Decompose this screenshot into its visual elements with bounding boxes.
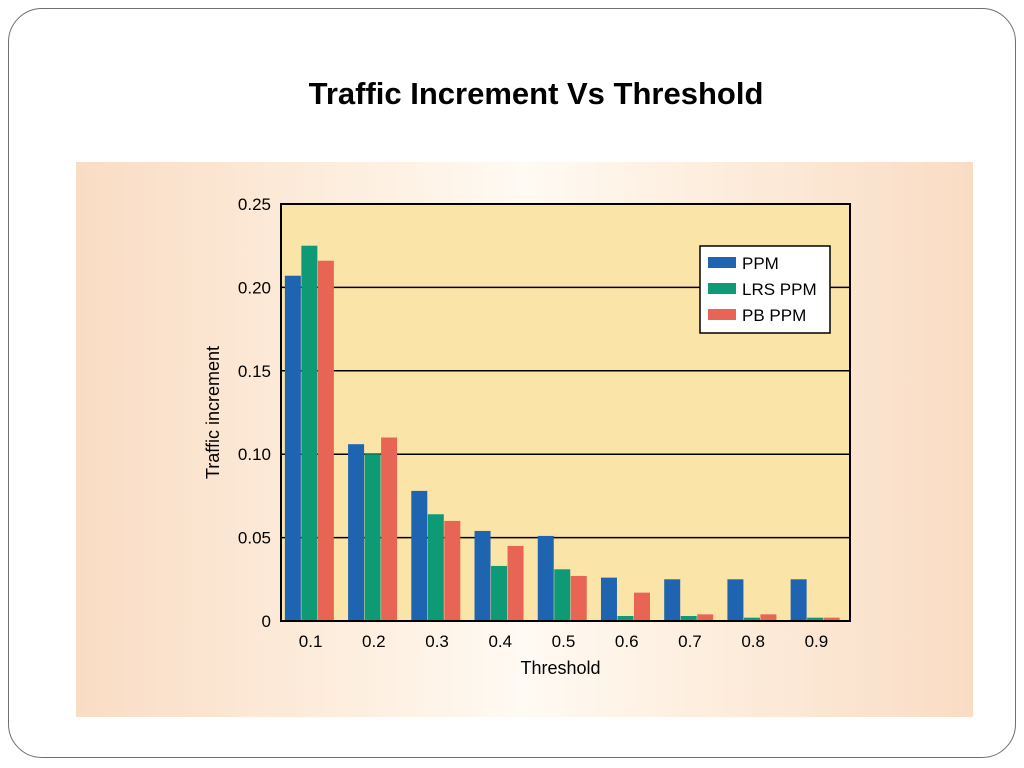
chart-panel: 0 0.05 0.10 0.15 0.20 0.25 0.1 0.2 0.3 0.4 0.5 0.6 0… bbox=[76, 162, 973, 717]
legend-swatch bbox=[708, 283, 736, 294]
bar-pb-ppm bbox=[507, 545, 524, 621]
bar-pb-ppm bbox=[444, 520, 461, 621]
x-tick-label: 0.5 bbox=[552, 632, 576, 651]
bar-lrs-ppm bbox=[554, 569, 571, 621]
x-tick-label: 0.9 bbox=[805, 632, 829, 651]
bar-lrs-ppm bbox=[364, 454, 381, 621]
legend-label: PB PPM bbox=[742, 306, 806, 325]
x-axis-label: Threshold bbox=[520, 658, 600, 678]
y-tick-label: 0 bbox=[262, 612, 271, 631]
bar-lrs-ppm bbox=[743, 617, 760, 621]
legend-label: LRS PPM bbox=[742, 280, 817, 299]
bar-pb-ppm bbox=[570, 575, 587, 621]
y-tick-label: 0.15 bbox=[238, 362, 271, 381]
bar-lrs-ppm bbox=[807, 617, 824, 621]
y-axis-label: Traffic increment bbox=[203, 346, 223, 479]
x-tick-label: 0.4 bbox=[488, 632, 512, 651]
bar-pb-ppm bbox=[760, 614, 777, 621]
plot-border bbox=[280, 203, 851, 622]
x-tick-label: 0.8 bbox=[741, 632, 765, 651]
bar-ppm bbox=[727, 579, 744, 621]
bar-lrs-ppm bbox=[617, 615, 634, 621]
x-tick-label: 0.2 bbox=[362, 632, 386, 651]
y-tick-label: 0.20 bbox=[238, 278, 271, 297]
slide-title: Traffic Increment Vs Threshold bbox=[308, 76, 764, 111]
bar-pb-ppm bbox=[697, 614, 714, 621]
x-tick-label: 0.6 bbox=[615, 632, 639, 651]
y-tick-label: 0.25 bbox=[238, 195, 271, 214]
bar-ppm bbox=[284, 275, 301, 621]
legend-swatch bbox=[708, 257, 736, 268]
x-tick-label: 0.3 bbox=[425, 632, 449, 651]
y-tick-label: 0.05 bbox=[238, 529, 271, 548]
bar-lrs-ppm bbox=[680, 615, 697, 621]
bar-ppm bbox=[411, 490, 428, 621]
x-tick-label: 0.7 bbox=[678, 632, 702, 651]
legend-swatch bbox=[708, 309, 736, 320]
bar-ppm bbox=[348, 444, 365, 621]
bar-pb-ppm bbox=[317, 260, 334, 621]
bar-lrs-ppm bbox=[427, 514, 444, 621]
bar-ppm bbox=[474, 530, 491, 621]
bar-pb-ppm bbox=[823, 617, 840, 621]
y-tick-label: 0.10 bbox=[238, 445, 271, 464]
bar-ppm bbox=[664, 579, 681, 621]
bar-ppm bbox=[537, 535, 554, 621]
bar-pb-ppm bbox=[381, 437, 398, 621]
bar-ppm bbox=[600, 577, 617, 621]
bar-lrs-ppm bbox=[491, 565, 508, 621]
x-tick-label: 0.1 bbox=[299, 632, 323, 651]
bar-pb-ppm bbox=[633, 592, 650, 621]
bar-lrs-ppm bbox=[301, 245, 318, 621]
bar-ppm bbox=[790, 579, 807, 621]
bar-chart: 0 0.05 0.10 0.15 0.20 0.25 0.1 0.2 0.3 0.4 0.5 0.6 0… bbox=[203, 195, 851, 678]
legend-label: PPM bbox=[742, 254, 779, 273]
